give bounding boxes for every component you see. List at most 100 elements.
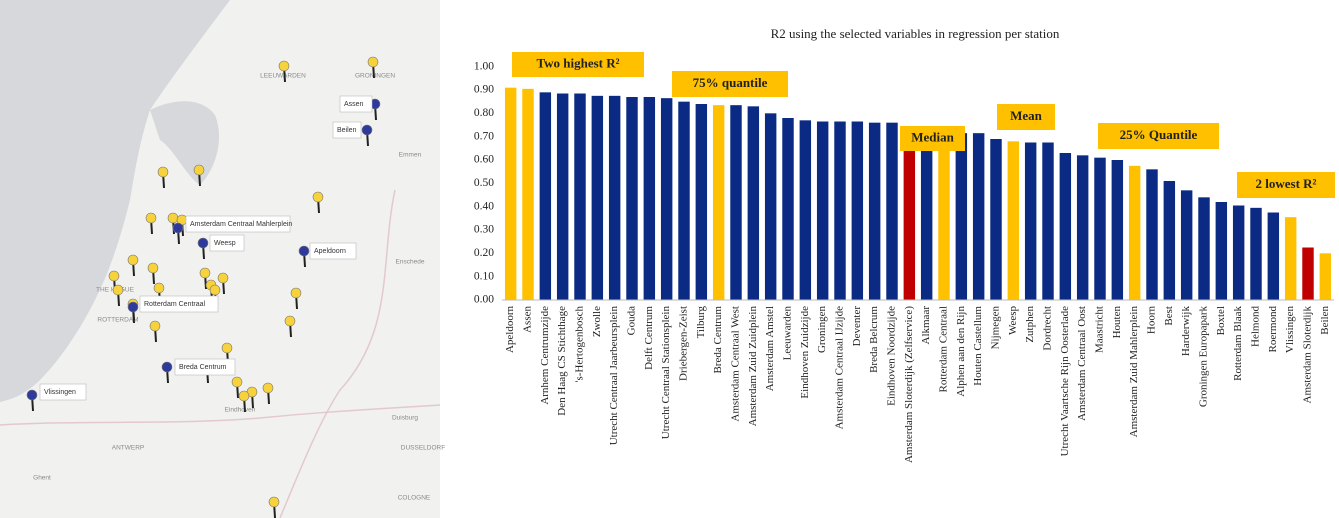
pin-head — [26, 389, 38, 401]
callout-label: Breda Centrum — [179, 364, 227, 371]
pin-head — [231, 376, 243, 388]
bar — [1146, 169, 1158, 300]
bar — [816, 121, 829, 300]
bar — [938, 130, 950, 300]
bar — [1059, 153, 1072, 300]
x-tick-label: Harderwijk — [1180, 306, 1192, 357]
pin-head — [199, 267, 211, 279]
x-tick-label: 's-Hertogenbosch — [574, 306, 586, 383]
bar — [764, 113, 777, 300]
x-tick-label: Zwolle — [591, 306, 603, 337]
pin-head — [290, 287, 302, 299]
annotation-box — [672, 71, 788, 97]
pin-head — [221, 342, 233, 354]
callout-label: Weesp — [214, 240, 236, 247]
bar — [1163, 181, 1176, 300]
x-tick-label: Helmond — [1250, 306, 1262, 347]
bar — [678, 101, 690, 301]
callout-box — [139, 295, 219, 313]
x-tick-label: Amsterdam Amstel — [764, 306, 776, 391]
pin-head — [161, 361, 173, 373]
bar — [574, 93, 586, 300]
bar — [834, 121, 846, 300]
ijsselmeer — [150, 101, 220, 185]
bar — [712, 105, 725, 301]
bar — [556, 93, 569, 300]
bar — [504, 87, 517, 301]
x-tick-label: Arnhem Centrumzijde — [539, 306, 551, 405]
bar — [608, 95, 621, 300]
bar — [1232, 205, 1245, 300]
land — [0, 0, 440, 518]
place-label: LEEUWARDEN — [260, 73, 306, 80]
x-tick-label: Leeuwarden — [782, 306, 794, 361]
place-label: Duisburg — [392, 415, 418, 422]
annotation-label: Two highest R² — [536, 55, 619, 70]
pin-head — [108, 270, 120, 282]
x-tick-label: Breda Centrum — [712, 306, 724, 374]
place-label: ROTTERDAM — [97, 317, 138, 324]
annotation-label: Median — [911, 129, 954, 144]
pin-head — [298, 245, 310, 257]
bar — [626, 97, 638, 300]
y-tick-label: 0.50 — [474, 177, 494, 189]
bar — [1250, 207, 1262, 300]
pin-head — [361, 124, 373, 136]
x-tick-label: Apeldoorn — [504, 306, 516, 354]
x-tick-label: Amsterdam Sloterdijk (Zelfservice) — [903, 306, 915, 463]
pin-head — [153, 282, 165, 294]
bar — [886, 122, 898, 301]
x-tick-label: Gouda — [626, 306, 638, 335]
bar — [1094, 157, 1106, 300]
x-tick-label: Beilen — [1319, 306, 1331, 335]
pin-head — [172, 222, 184, 234]
x-tick-label: Amsterdam Centraal Oost — [1076, 306, 1088, 421]
pin-head — [145, 212, 157, 224]
pin-head — [193, 164, 205, 176]
x-tick-label: Houten — [1111, 306, 1123, 339]
x-tick-label: Utrecht Vaartsche Rijn Oosterlade — [1059, 306, 1071, 457]
callout-label: Vlissingen — [44, 389, 76, 396]
pin-head — [284, 315, 296, 327]
chart-title: R2 using the selected variables in regre… — [771, 26, 1060, 41]
pin-head — [262, 382, 274, 394]
x-tick-label: Utrecht Centraal Jaarbeursplein — [608, 306, 620, 446]
x-tick-label: Rotterdam Centraal — [938, 306, 950, 392]
pin-head — [278, 60, 290, 72]
y-tick-label: 1.00 — [474, 60, 494, 72]
x-tick-label: Boxtel — [1215, 306, 1227, 335]
y-tick-label: 0.70 — [474, 130, 494, 142]
x-tick-label: Deventer — [851, 306, 863, 347]
callout-label: Beilen — [337, 127, 357, 134]
callout-label: Assen — [344, 101, 364, 108]
place-label: COLOGNE — [398, 495, 431, 502]
x-tick-label: Roermond — [1267, 306, 1279, 353]
y-tick-label: 0.40 — [474, 200, 494, 212]
bar — [747, 106, 760, 300]
x-tick-label: Maastricht — [1094, 306, 1106, 353]
pin-head — [268, 496, 280, 508]
bar — [868, 122, 881, 301]
x-tick-label: Amsterdam Zuid Mahlerplein — [1128, 306, 1140, 438]
pin-head — [312, 191, 324, 203]
callout-label: Rotterdam Centraal — [144, 301, 206, 308]
x-tick-label: Weesp — [1007, 305, 1019, 335]
place-label: ANTWERP — [112, 445, 145, 452]
bar — [920, 129, 933, 300]
place-label: DUSSELDORF — [401, 445, 445, 452]
x-tick-label: Delft Centrum — [643, 306, 655, 370]
x-tick-label: Amsterdam Centraal IJzijde — [834, 306, 846, 430]
pin-head — [217, 272, 229, 284]
pin-head — [147, 262, 159, 274]
callout-box — [339, 95, 373, 113]
y-tick-label: 0.20 — [474, 247, 494, 259]
y-tick-label: 0.60 — [474, 154, 494, 166]
bar — [1042, 142, 1054, 300]
x-tick-label: Alphen aan den Rijn — [955, 306, 967, 397]
bar — [1215, 202, 1228, 300]
bar — [1128, 165, 1141, 300]
annotation-box — [512, 52, 644, 77]
annotation-box — [900, 126, 965, 151]
callout-box — [174, 358, 236, 376]
